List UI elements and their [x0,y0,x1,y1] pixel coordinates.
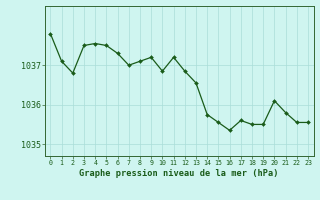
X-axis label: Graphe pression niveau de la mer (hPa): Graphe pression niveau de la mer (hPa) [79,169,279,178]
